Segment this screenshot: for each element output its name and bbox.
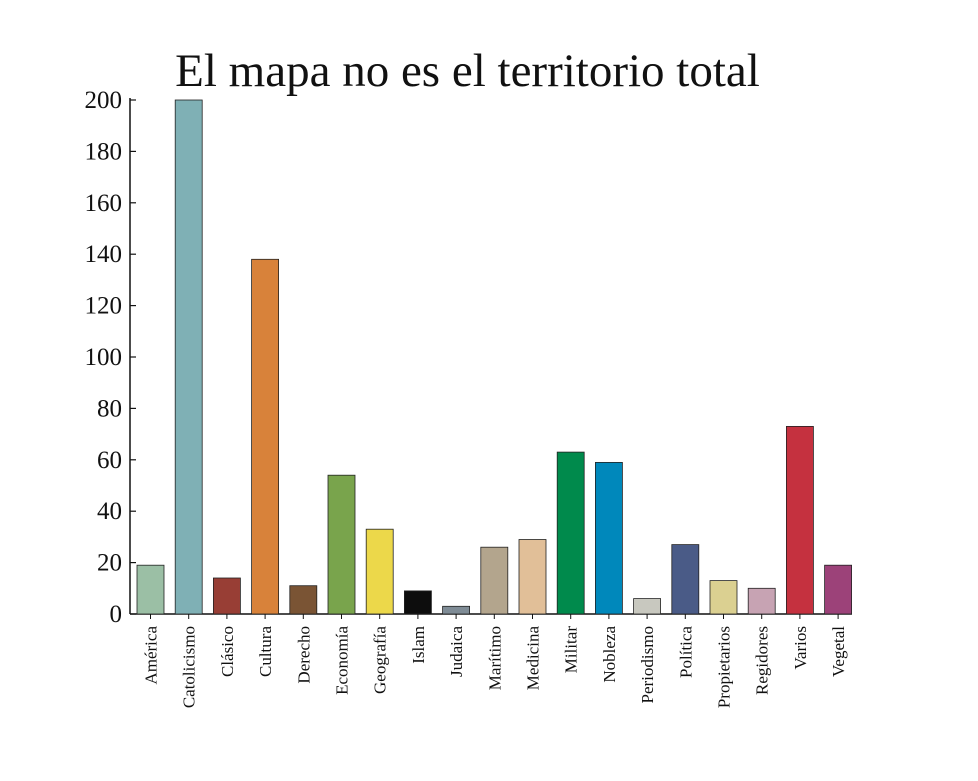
y-tick-label: 20 [97, 550, 122, 577]
bar-medicina [518, 539, 547, 615]
x-tick-label: Judaica [447, 626, 466, 677]
x-tick-label: Vegetal [829, 626, 848, 677]
x-tick-label: Catolicismo [180, 626, 199, 708]
bar-economia [327, 474, 356, 615]
bars [136, 99, 852, 615]
y-tick-label: 40 [97, 498, 122, 525]
y-tick-label: 140 [85, 241, 123, 268]
y-axis-ticks: 0 20 40 60 80 100 120 140 160 180 200 [85, 87, 136, 628]
bar-catolicismo [174, 99, 203, 615]
y-tick-label: 160 [85, 190, 123, 217]
x-tick-label: Economía [333, 626, 352, 695]
x-tick-label: Geografía [371, 626, 390, 694]
y-tick-label: 120 [85, 293, 123, 320]
x-tick-label: Regidores [753, 626, 772, 695]
bar-clasico [212, 577, 241, 615]
x-tick-label: Clásico [218, 626, 237, 677]
y-tick-label: 80 [97, 395, 122, 422]
x-tick-label: Política [676, 626, 695, 678]
bar-cultura [251, 258, 280, 615]
x-axis-labels: América Catolicismo Clásico Cultura Derecho E… [142, 614, 848, 708]
bar-militar [556, 451, 585, 615]
bar-maritimo [480, 546, 509, 615]
y-tick-label: 100 [85, 344, 123, 371]
bar-politica [671, 544, 700, 615]
x-tick-label: Periodismo [638, 626, 657, 703]
bar-periodismo [633, 598, 661, 615]
y-tick-label: 0 [110, 601, 123, 628]
bar-propietarios [709, 580, 738, 615]
bar-america [136, 564, 165, 615]
x-tick-label: Propietarios [715, 626, 734, 708]
x-tick-label: América [142, 626, 161, 685]
bar-vegetal [824, 564, 852, 615]
x-tick-label: Cultura [256, 626, 275, 677]
x-tick-label: Varios [791, 626, 810, 669]
axes [129, 98, 852, 615]
x-tick-label: Derecho [294, 626, 313, 684]
bar-regidores [747, 587, 776, 615]
chart-title: El mapa no es el territorio total [175, 45, 760, 97]
bar-geografia [365, 528, 394, 615]
y-tick-label: 60 [97, 447, 122, 474]
x-tick-label: Marítimo [485, 626, 504, 690]
y-tick-label: 200 [85, 87, 123, 114]
bar-derecho [289, 585, 318, 615]
x-tick-label: Militar [562, 626, 581, 674]
bar-judaica [442, 605, 471, 615]
x-tick-label: Islam [409, 626, 428, 664]
bar-nobleza [595, 461, 623, 615]
bar-varios [786, 425, 814, 615]
x-tick-label: Nobleza [600, 626, 619, 683]
y-tick-label: 180 [85, 138, 123, 165]
x-tick-label: Medicina [524, 626, 543, 691]
bar-islam [403, 590, 432, 615]
